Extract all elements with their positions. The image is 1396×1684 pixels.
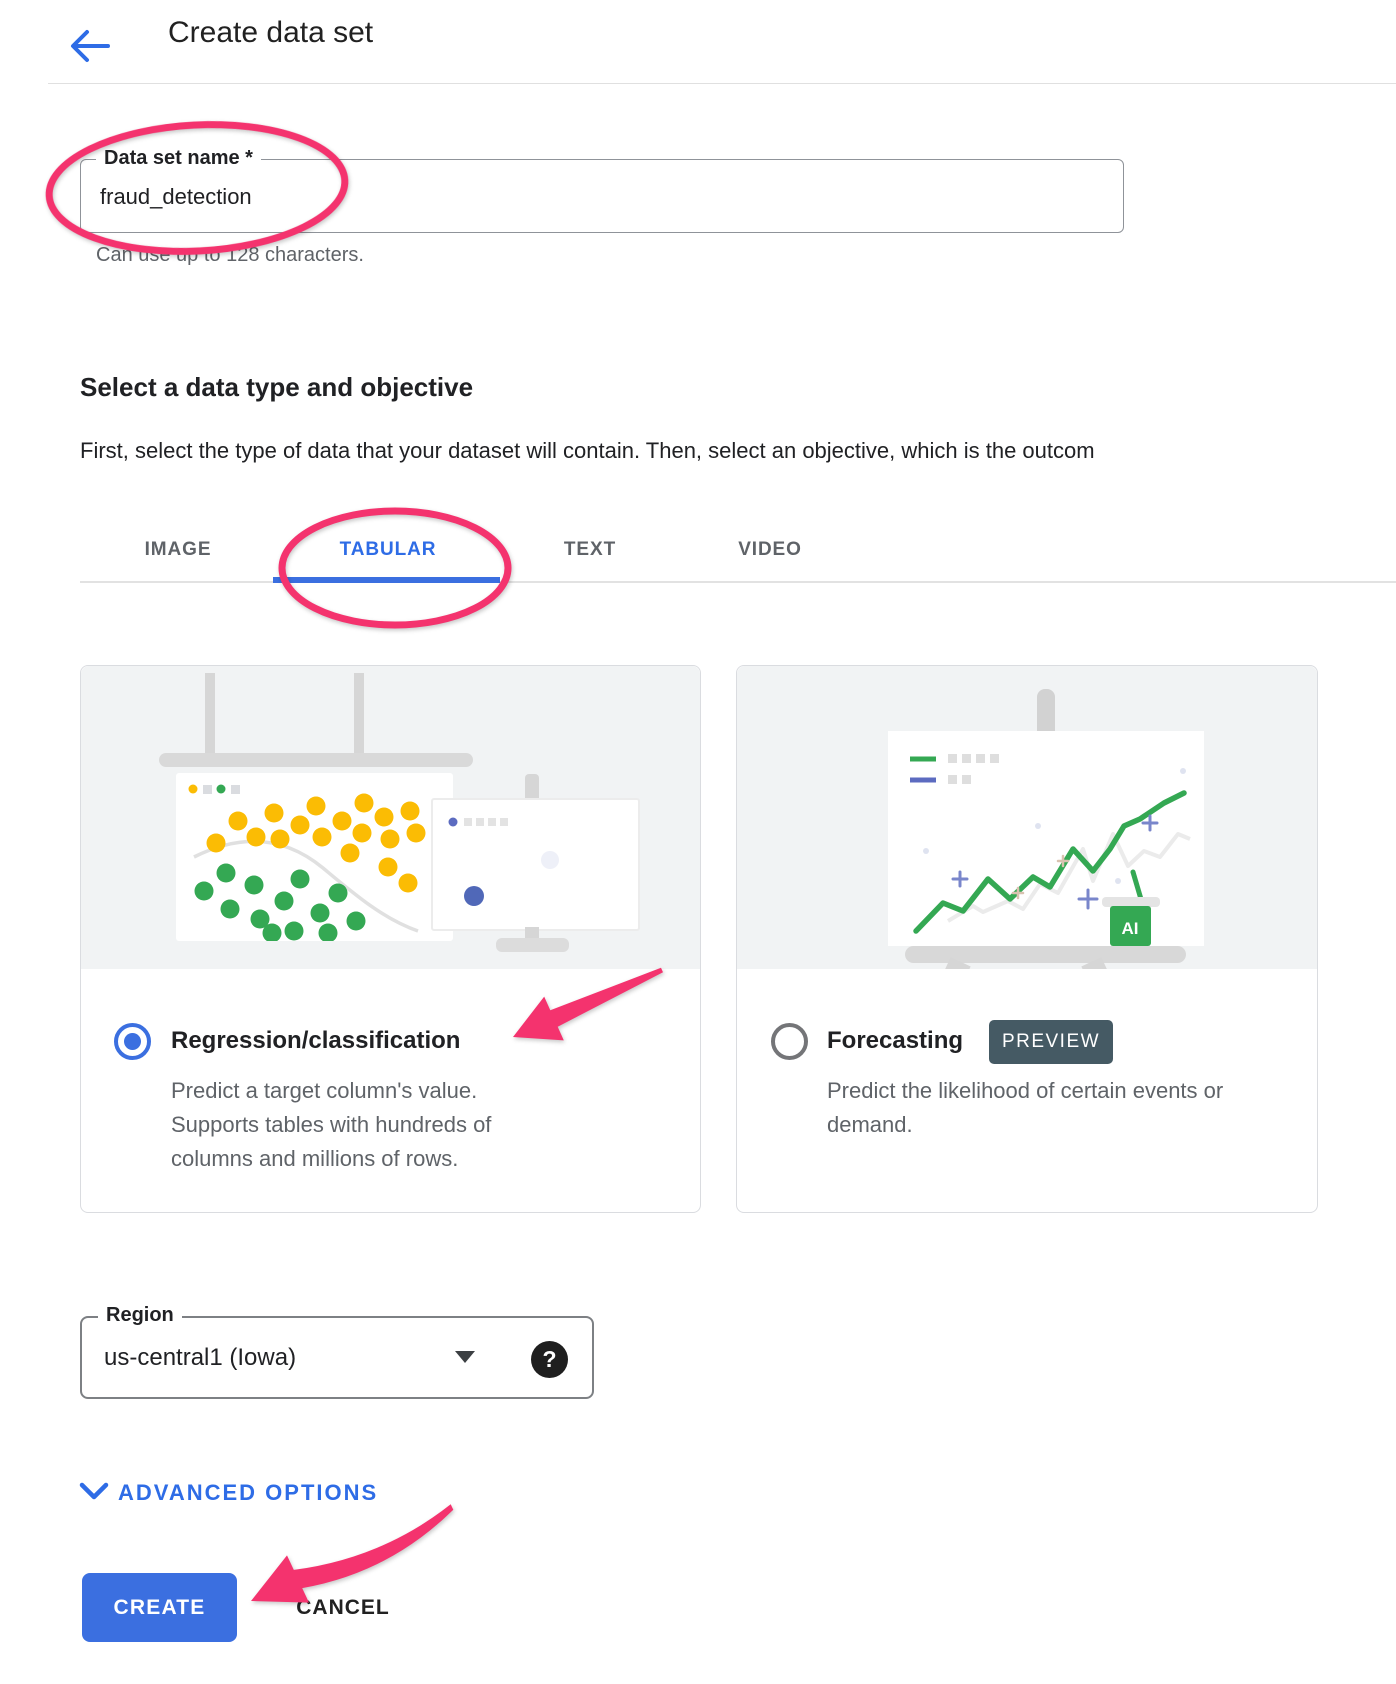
tab-image[interactable]: IMAGE <box>144 539 212 560</box>
chevron-down-icon[interactable] <box>78 1480 110 1502</box>
ai-badge-label: AI <box>1122 919 1139 938</box>
objective-label-regression: Regression/classification <box>171 1027 461 1054</box>
region-select[interactable] <box>80 1316 594 1399</box>
objective-desc-regression: Predict a target column's value. Support… <box>171 1078 492 1171</box>
objective-label-forecasting: Forecasting <box>827 1027 964 1054</box>
radio-regression[interactable] <box>114 1023 151 1060</box>
region-value: us-central1 (Iowa) <box>104 1344 297 1371</box>
annotation-circle-tabular <box>278 507 512 629</box>
tab-video[interactable]: VIDEO <box>738 539 802 560</box>
objective-desc-forecasting: Predict the likelihood of certain events… <box>827 1078 1224 1137</box>
objective-card-forecasting[interactable]: AI Forecasting PREVIEW Predict the likel… <box>736 665 1318 1213</box>
forecast-illustration: AI <box>737 666 1317 969</box>
cancel-button[interactable]: CANCEL <box>296 1595 390 1619</box>
tab-text[interactable]: TEXT <box>563 539 617 560</box>
help-icon[interactable]: ? <box>531 1341 568 1378</box>
region-label: Region <box>98 1304 182 1327</box>
active-tab-underline <box>273 577 500 583</box>
back-arrow-icon[interactable] <box>68 27 112 65</box>
header-divider <box>48 83 1396 84</box>
dataset-name-label: Data set name * <box>96 147 261 170</box>
objective-card-regression[interactable]: Regression/classification Predict a targ… <box>80 665 701 1213</box>
page-title: Create data set <box>168 16 374 49</box>
tab-tabular[interactable]: TABULAR <box>339 539 437 560</box>
section-description: First, select the type of data that your… <box>80 438 1095 463</box>
dropdown-caret-icon[interactable] <box>455 1351 475 1363</box>
preview-badge: PREVIEW <box>989 1020 1113 1064</box>
radio-forecasting[interactable] <box>771 1023 808 1060</box>
advanced-options-link[interactable]: ADVANCED OPTIONS <box>118 1480 379 1505</box>
dataset-name-input[interactable] <box>98 176 1052 218</box>
section-heading: Select a data type and objective <box>80 372 474 402</box>
scatter-illustration <box>81 666 700 969</box>
dataset-name-helper: Can use up to 128 characters. <box>96 244 364 266</box>
create-button[interactable]: CREATE <box>82 1573 237 1642</box>
tab-baseline <box>80 581 1396 583</box>
